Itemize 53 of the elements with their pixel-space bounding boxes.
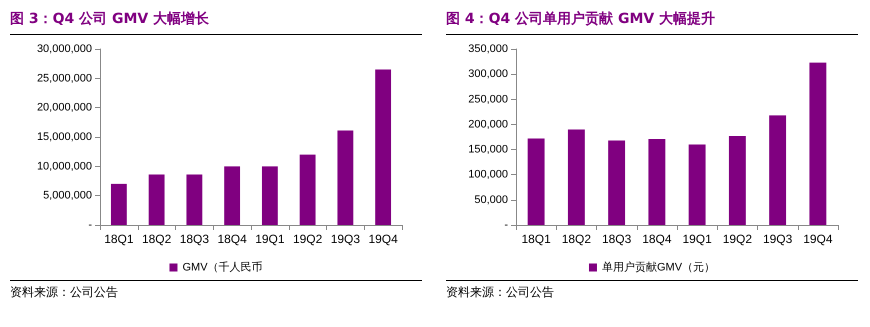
x-tick-label: 19Q4: [368, 232, 398, 246]
bar: [337, 130, 354, 225]
y-tick-label: 100,000: [468, 168, 508, 181]
x-tick-label: 19Q1: [682, 232, 712, 246]
bar: [608, 140, 626, 225]
y-tick-label: 20,000,000: [36, 102, 92, 114]
bar: [528, 138, 545, 225]
y-tick-label: 250,000: [468, 93, 508, 106]
bar: [375, 70, 392, 225]
y-tick-label: 50,000: [474, 194, 508, 206]
x-tick-label: 18Q1: [104, 232, 134, 246]
legend-label: GMV（千人民币: [182, 260, 263, 274]
x-tick-label: 18Q4: [217, 232, 248, 246]
x-tick-label: 18Q2: [142, 232, 172, 246]
text: 资料来源：公司公告: [10, 280, 422, 301]
x-tick-label: 18Q3: [180, 232, 210, 246]
y-tick-label: -: [88, 219, 92, 231]
x-tick-label: 18Q2: [562, 232, 592, 246]
y-tick-label: -: [504, 219, 508, 231]
bar: [728, 136, 746, 225]
chart-title: 图 4：Q4 公司单用户贡献 GMV 大幅提升: [446, 0, 858, 35]
bar: [688, 144, 706, 225]
bar: [186, 174, 202, 225]
y-tick-label: 15,000,000: [36, 131, 92, 143]
x-tick-label: 19Q3: [762, 232, 793, 246]
y-tick-label: 30,000,000: [36, 43, 92, 55]
y-tick-label: 5,000,000: [43, 190, 92, 202]
chart-title: 图 3：Q4 公司 GMV 大幅增长: [10, 0, 422, 35]
x-tick-label: 18Q1: [521, 232, 552, 246]
x-tick-label: 19Q4: [803, 232, 833, 246]
bar: [148, 174, 165, 225]
x-tick-label: 18Q4: [642, 232, 672, 246]
x-tick-label: 19Q1: [255, 232, 285, 246]
bar: [224, 166, 240, 225]
text: 资料来源：公司公告: [446, 280, 858, 301]
bar: [568, 129, 585, 225]
legend-label: 单用户贡献GMV（元）: [602, 260, 716, 274]
bar: [809, 62, 826, 225]
bar: [110, 184, 127, 225]
bar: [769, 115, 786, 225]
y-tick-label: 300,000: [468, 68, 508, 80]
x-tick-label: 19Q2: [722, 232, 752, 246]
y-tick-label: 10,000,000: [36, 160, 92, 172]
bar: [300, 154, 316, 225]
bar: [648, 139, 666, 225]
x-tick-label: 19Q3: [330, 232, 360, 246]
x-tick-label: 19Q2: [292, 232, 323, 246]
y-tick-label: 350,000: [468, 43, 508, 55]
y-tick-label: 200,000: [468, 118, 508, 130]
y-tick-label: 150,000: [468, 144, 508, 156]
y-tick-label: 25,000,000: [36, 72, 92, 84]
bar: [262, 166, 278, 225]
x-tick-label: 18Q3: [602, 232, 632, 246]
